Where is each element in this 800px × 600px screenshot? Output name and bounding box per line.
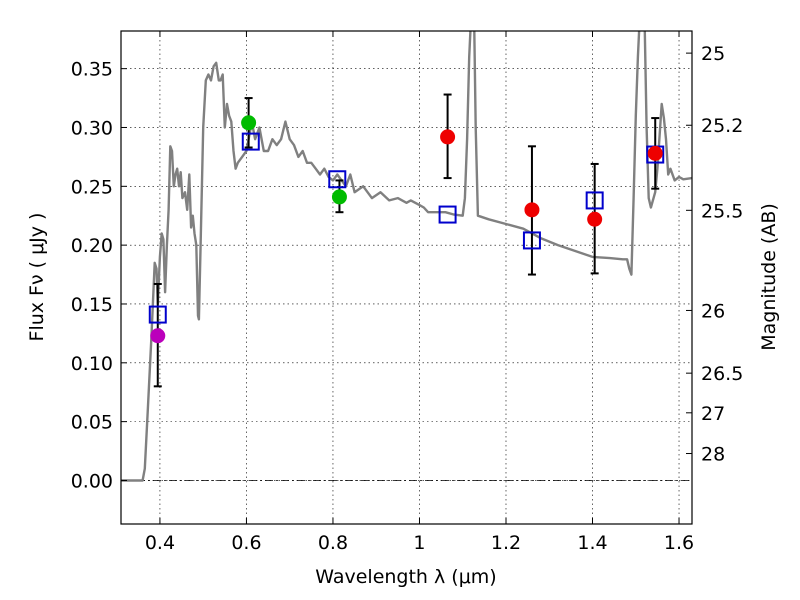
grid-lines <box>121 31 692 524</box>
plot-frame <box>120 30 693 525</box>
template-spectrum-line <box>121 31 692 482</box>
observed-flux-point <box>440 129 456 145</box>
x-tick-label: 0.6 <box>231 532 261 554</box>
right-tick-label: 27 <box>701 403 725 425</box>
y-axis-label: Flux Fν ( μJy ) <box>26 213 48 342</box>
x-tick-label: 0.4 <box>145 532 175 554</box>
observed-flux-point <box>587 211 603 227</box>
model-flux-square <box>148 305 167 324</box>
y-tick-label: 0.35 <box>71 59 113 81</box>
right-tick-label: 26 <box>701 300 725 322</box>
y-tick-label: 0.15 <box>71 294 113 316</box>
x-tick-label: 1.6 <box>664 532 694 554</box>
model-flux-square <box>241 132 260 151</box>
model-flux-square <box>328 170 347 189</box>
observed-flux-point <box>331 189 347 205</box>
right-tick-label: 25.2 <box>701 115 743 137</box>
y-tick-label: 0.25 <box>71 176 113 198</box>
right-tick-label: 25.5 <box>701 200 743 222</box>
right-tick-label: 26.5 <box>701 363 743 385</box>
model-flux-square <box>585 191 604 210</box>
y-tick-label: 0.05 <box>71 412 113 434</box>
model-flux-square <box>522 231 541 250</box>
x-tick-label: 1.4 <box>577 532 607 554</box>
y-tick-label: 0.30 <box>71 117 113 139</box>
x-axis-label: Wavelength λ (μm) <box>315 566 496 588</box>
right-tick-label: 25 <box>701 43 725 65</box>
x-tick-label: 1 <box>413 532 425 554</box>
y-tick-label: 0.20 <box>71 235 113 257</box>
observed-flux-point <box>241 115 257 131</box>
y-tick-label: 0.00 <box>71 470 113 492</box>
x-tick-label: 0.8 <box>318 532 348 554</box>
right-axis-label: Magnitude (AB) <box>758 203 780 351</box>
model-flux-square <box>438 205 457 224</box>
observed-flux-point <box>150 328 166 344</box>
x-tick-label: 1.2 <box>491 532 521 554</box>
y-tick-label: 0.10 <box>71 353 113 375</box>
right-tick-label: 28 <box>701 444 725 466</box>
observed-flux-point <box>647 145 663 161</box>
observed-flux-point <box>524 202 540 218</box>
